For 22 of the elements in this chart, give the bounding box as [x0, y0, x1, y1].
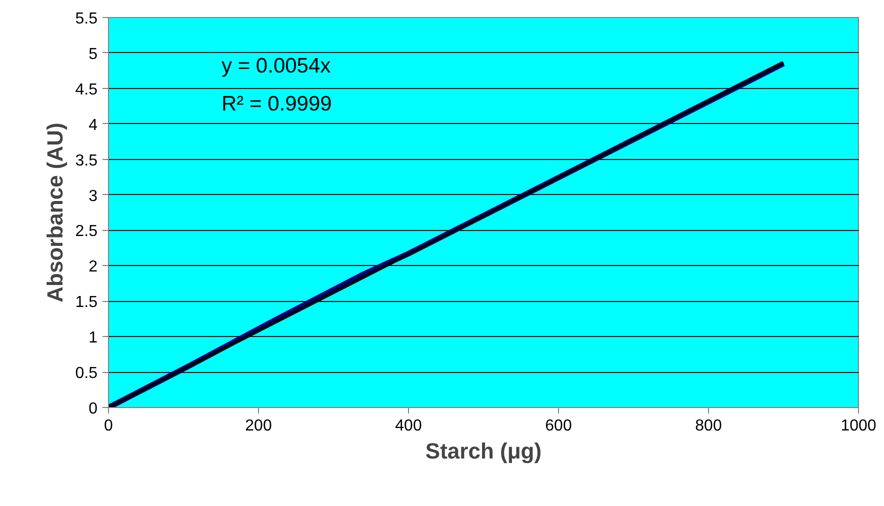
x-tick-label: 800 — [695, 418, 722, 434]
y-tick-label: 5.5 — [75, 10, 98, 28]
annotation: y = 0.0054x — [222, 54, 332, 78]
annotation: R² = 0.9999 — [222, 92, 332, 116]
y-tick-label: 2 — [88, 258, 98, 276]
x-axis-title: Starch (μg) — [425, 438, 542, 464]
y-tick-label: 1 — [88, 330, 98, 347]
y-tick-label: 5 — [88, 46, 98, 63]
y-tick-label: 3 — [88, 188, 98, 205]
y-tick-label: 0 — [88, 400, 98, 418]
x-tick-label: 600 — [545, 418, 572, 434]
x-tick-label: 400 — [395, 418, 422, 434]
y-tick-label: 2.5 — [75, 223, 98, 240]
y-tick-label: 1.5 — [75, 294, 98, 312]
y-tick-label: 3.5 — [75, 152, 98, 170]
y-tick-label: 4.5 — [75, 81, 98, 98]
y-axis-title: Absorbance (AU) — [42, 122, 68, 302]
x-tick-label: 1000 — [840, 418, 876, 434]
x-tick-label: 0 — [104, 418, 114, 434]
y-tick-label: 0.5 — [75, 365, 98, 382]
x-tick-label: 200 — [245, 418, 272, 434]
y-tick-label: 4 — [88, 116, 98, 134]
